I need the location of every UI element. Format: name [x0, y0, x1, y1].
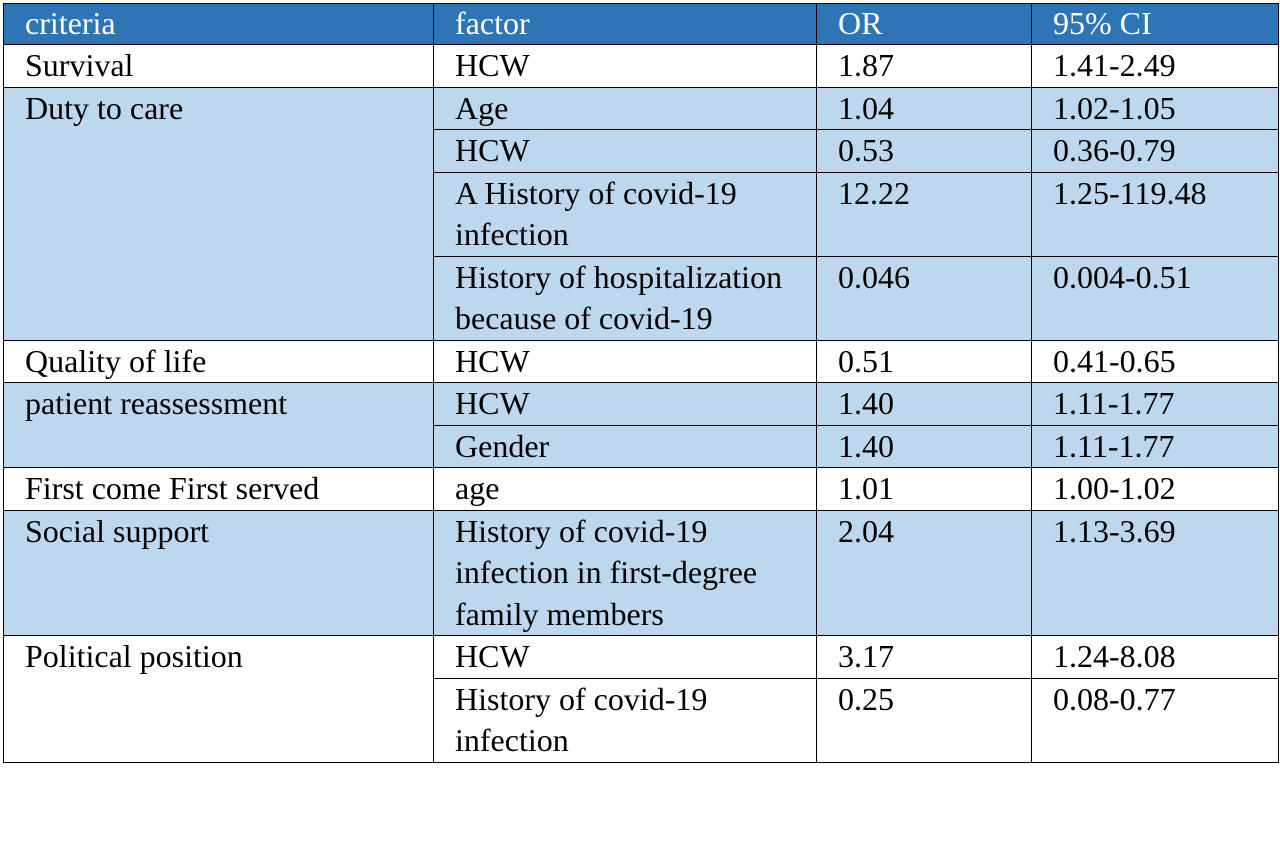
factor-cell: HCW	[433, 339, 817, 383]
or-cell: 0.53	[816, 129, 1032, 173]
or-cell: 1.87	[816, 44, 1032, 88]
table-row: Survival HCW 1.87 1.41-2.49	[3, 44, 1279, 88]
header-ci: 95% CI	[1031, 3, 1279, 45]
factor-cell: Gender	[433, 424, 817, 468]
header-criteria: criteria	[3, 3, 434, 45]
table-row: History of covid-19 infection 0.25 0.08-…	[4, 677, 1279, 763]
table-row: History of hospitalization because of co…	[4, 255, 1279, 341]
table-row: HCW 0.53 0.36-0.79	[4, 129, 1279, 173]
factor-cell: HCW	[433, 635, 817, 679]
or-cell: 12.22	[816, 171, 1032, 257]
factor-cell: age	[433, 467, 817, 511]
criteria-cell: patient reassessment	[3, 382, 434, 468]
factor-cell: A History of covid-19 infection	[433, 171, 817, 257]
table-row: Political position HCW 3.17 1.24-8.08	[3, 635, 1279, 763]
table-row: Social support History of covid-19 infec…	[3, 509, 1279, 636]
or-cell: 1.40	[816, 424, 1032, 468]
ci-cell: 1.02-1.05	[1031, 86, 1279, 130]
criteria-cell: Survival	[3, 44, 434, 88]
factor-cell: History of hospitalization because of co…	[433, 255, 817, 341]
ci-cell: 0.41-0.65	[1031, 339, 1279, 383]
factor-cell: Age	[433, 86, 817, 130]
or-cell: 0.046	[816, 255, 1032, 341]
factor-cell: HCW	[433, 129, 817, 173]
table-row: Gender 1.40 1.11-1.77	[4, 424, 1279, 468]
table-row: First come First served age 1.01 1.00-1.…	[3, 467, 1279, 511]
odds-ratio-table: criteria factor OR 95% CI Survival HCW 1…	[3, 3, 1279, 763]
criteria-cell: Social support	[3, 509, 434, 636]
table-row: A History of covid-19 infection 12.22 1.…	[4, 171, 1279, 257]
header-factor: factor	[433, 3, 817, 45]
factor-cell: HCW	[433, 44, 817, 88]
table-header-row: criteria factor OR 95% CI	[3, 3, 1279, 45]
ci-cell: 1.41-2.49	[1031, 44, 1279, 88]
ci-cell: 1.11-1.77	[1031, 424, 1279, 468]
factor-cell: History of covid-19 infection	[433, 677, 817, 763]
table-row: Quality of life HCW 0.51 0.41-0.65	[3, 339, 1279, 383]
criteria-cell: Duty to care	[3, 86, 434, 341]
or-cell: 0.25	[816, 677, 1032, 763]
ci-cell: 1.00-1.02	[1031, 467, 1279, 511]
ci-cell: 0.004-0.51	[1031, 255, 1279, 341]
header-or: OR	[816, 3, 1032, 45]
or-cell: 1.04	[816, 86, 1032, 130]
or-cell: 2.04	[816, 509, 1032, 636]
ci-cell: 1.24-8.08	[1031, 635, 1279, 679]
table-row: Duty to care Age 1.04 1.02-1.05	[3, 86, 1279, 341]
factor-cell: History of covid-19 infection in first-d…	[433, 509, 817, 636]
ci-cell: 0.08-0.77	[1031, 677, 1279, 763]
criteria-cell: First come First served	[3, 467, 434, 511]
ci-cell: 0.36-0.79	[1031, 129, 1279, 173]
ci-cell: 1.13-3.69	[1031, 509, 1279, 636]
ci-cell: 1.25-119.48	[1031, 171, 1279, 257]
or-cell: 3.17	[816, 635, 1032, 679]
criteria-cell: Political position	[3, 635, 434, 763]
or-cell: 1.01	[816, 467, 1032, 511]
factor-cell: HCW	[433, 382, 817, 426]
or-cell: 0.51	[816, 339, 1032, 383]
criteria-cell: Quality of life	[3, 339, 434, 383]
or-cell: 1.40	[816, 382, 1032, 426]
ci-cell: 1.11-1.77	[1031, 382, 1279, 426]
table-row: patient reassessment HCW 1.40 1.11-1.77	[3, 382, 1279, 468]
